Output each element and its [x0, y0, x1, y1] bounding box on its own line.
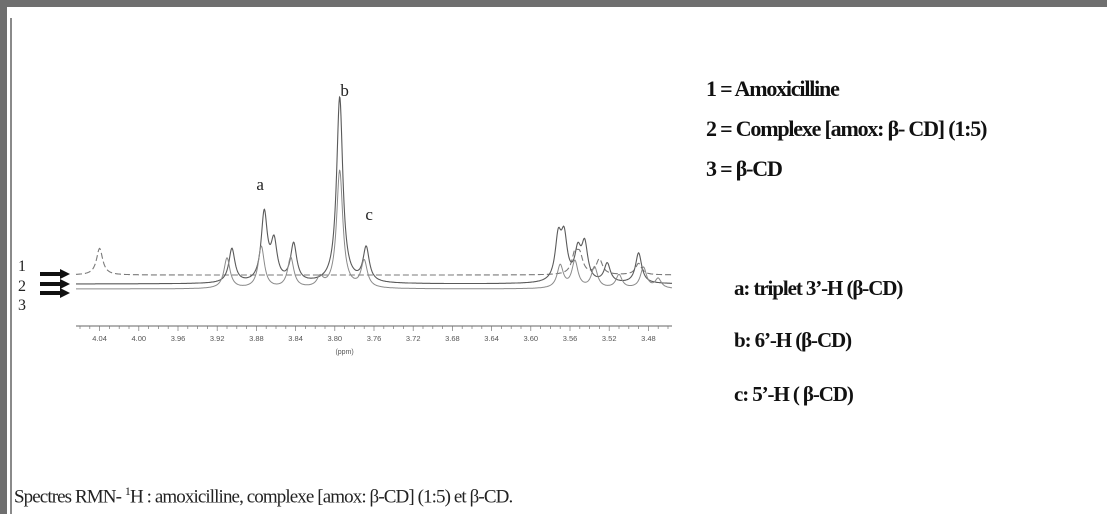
x-tick-label: 3.84: [288, 334, 303, 343]
x-tick-label: 3.64: [484, 334, 499, 343]
assignment-c: c: 5’-H ( β-CD): [734, 382, 854, 406]
figure-border-left: [0, 0, 7, 514]
x-tick-label: 3.60: [523, 334, 538, 343]
x-tick-label: 4.00: [131, 334, 146, 343]
x-tick-label: 3.68: [445, 334, 460, 343]
peak-label-c: c: [365, 205, 373, 224]
figure-border-top: [0, 0, 1107, 7]
trace-arrow-head: [60, 269, 70, 279]
nmr-spectrum-chart: 4.04 4.00 3.96 3.92 3.88 3.84 3.80 3.76 3.72 3.68…: [18, 81, 673, 356]
trace-number-3: 3: [18, 297, 26, 314]
x-tick-label: 3.48: [641, 334, 656, 343]
assignment-a: a: triplet 3’-H (β-CD): [734, 276, 903, 300]
x-tick-label: 3.92: [210, 334, 225, 343]
x-tick-label: 3.52: [602, 334, 617, 343]
x-tick-label: 3.80: [327, 334, 342, 343]
trace-arrow-head: [60, 288, 70, 298]
legend-item-beta-cd: 3 = β-CD: [706, 156, 783, 181]
spectrum-trace-1: [75, 247, 672, 276]
peak-label-a: a: [256, 175, 264, 194]
assignment-b: b: 6’-H (β-CD): [734, 328, 852, 352]
caption-suffix: H : amoxicilline, complexe [amox: β-CD] …: [130, 486, 513, 508]
trace-number-2: 2: [18, 278, 26, 295]
x-tick-label: 4.04: [92, 334, 107, 343]
x-tick-label: 3.72: [406, 334, 421, 343]
trace-arrow-head: [60, 279, 70, 289]
x-tick-label: 3.96: [171, 334, 186, 343]
figure-border-left-inner: [10, 18, 12, 514]
legend-item-complexe: 2 = Complexe [amox: β- CD] (1:5): [706, 116, 987, 141]
spectrum-trace-2: [76, 95, 672, 285]
figure-caption: Spectres RMN- 1H : amoxicilline, complex…: [14, 484, 513, 508]
caption-superscript: 1: [124, 484, 131, 498]
legend-item-amoxicilline: 1 = Amoxicilline: [706, 76, 840, 101]
x-tick-label: 3.56: [563, 334, 578, 343]
caption-prefix: Spectres RMN-: [14, 486, 125, 508]
trace-number-1: 1: [18, 258, 26, 275]
x-axis-label: (ppm): [335, 349, 353, 356]
x-tick-label: 3.88: [249, 334, 264, 343]
peak-label-b: b: [340, 81, 349, 100]
spectrum-trace-3: [76, 169, 673, 290]
x-tick-label: 3.76: [367, 334, 382, 343]
